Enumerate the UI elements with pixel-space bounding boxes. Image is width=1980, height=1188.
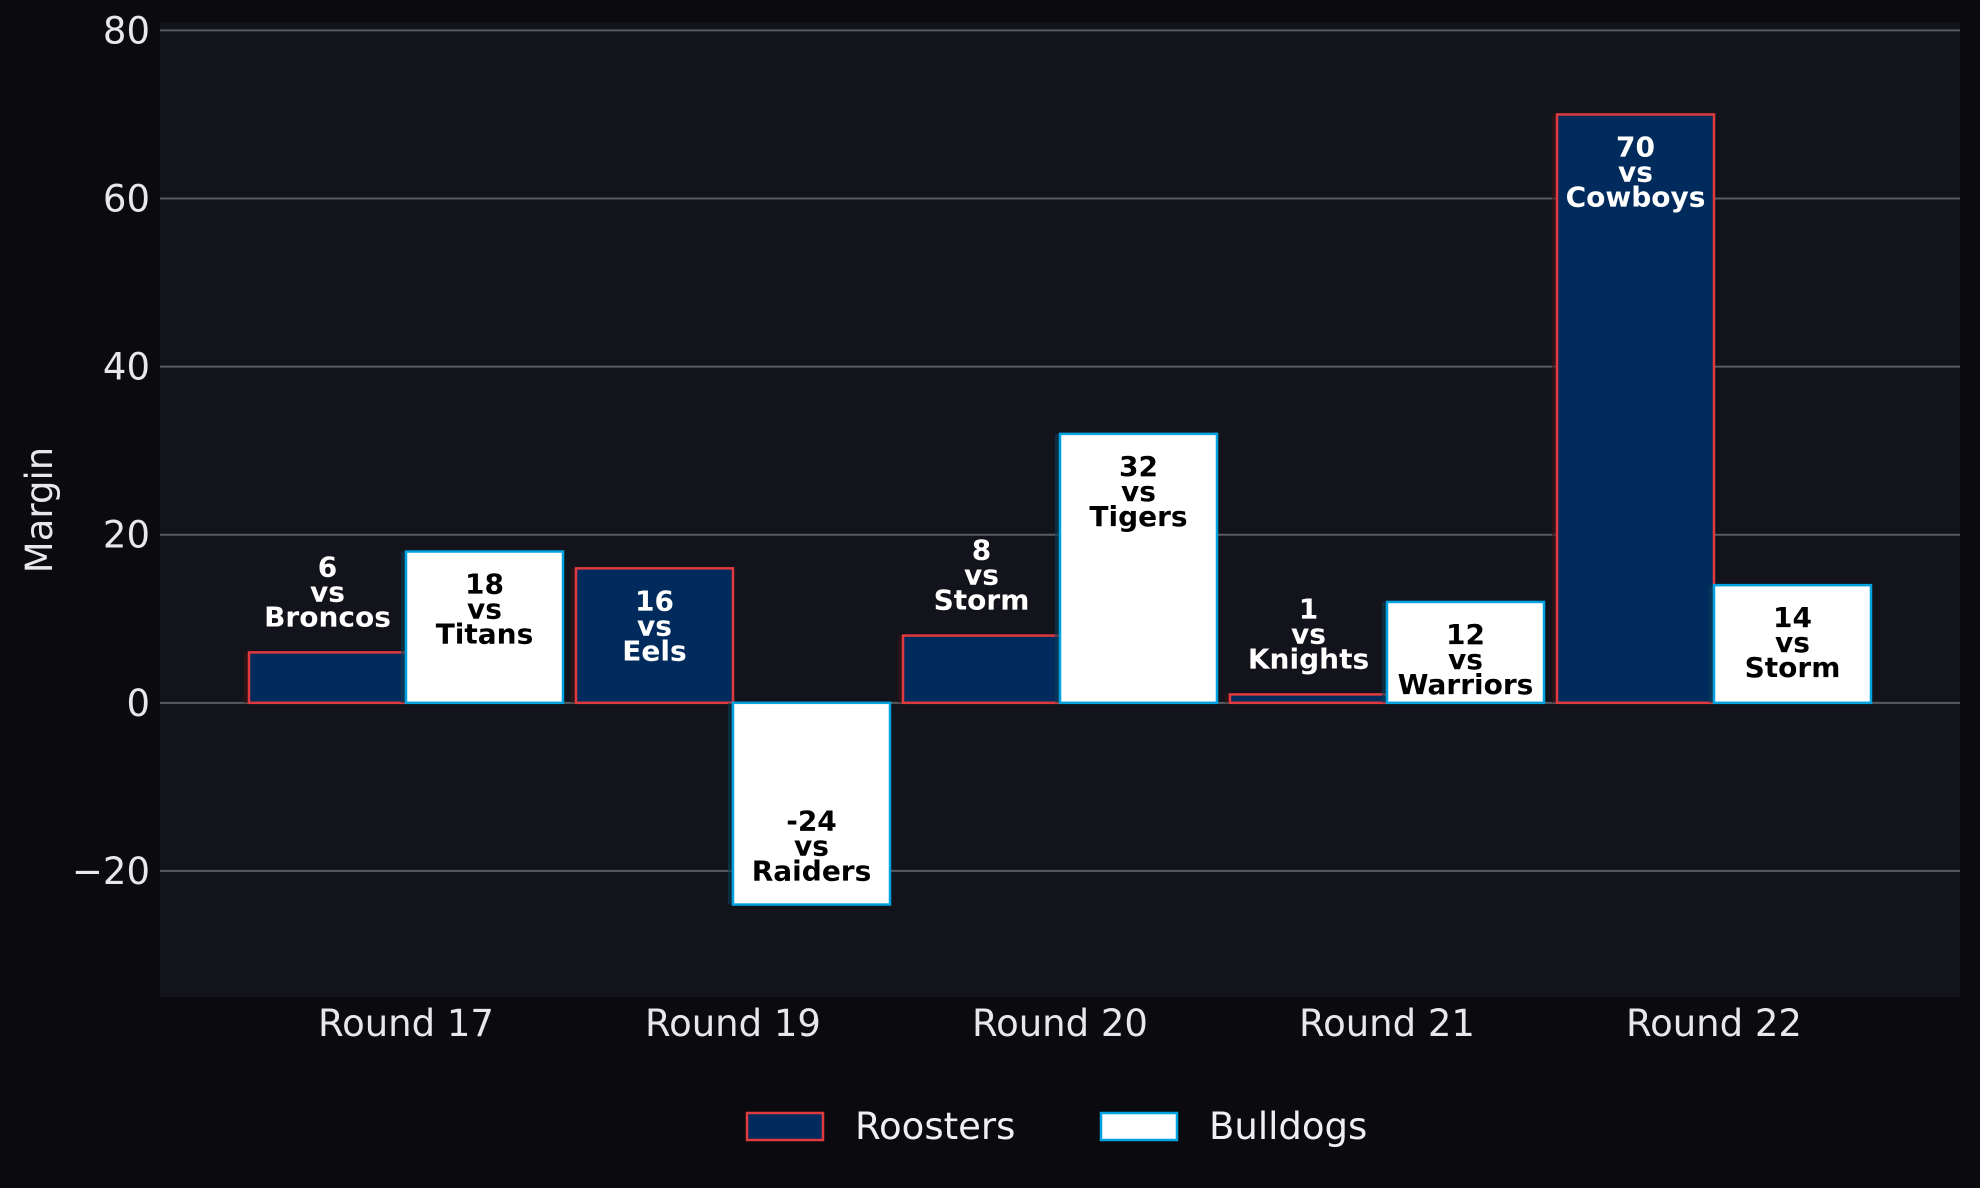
bar-data-label: Broncos: [264, 600, 391, 633]
bar-data-label: vs: [794, 830, 829, 863]
y-tick-label: 20: [103, 514, 150, 557]
bar-data-label: vs: [1775, 626, 1810, 659]
legend-label-roosters: Roosters: [855, 1105, 1015, 1148]
bar-data-label: Raiders: [752, 855, 872, 888]
bar-data-label: vs: [964, 559, 999, 592]
bar-data-label: Cowboys: [1566, 180, 1706, 213]
bar-data-label: Knights: [1248, 642, 1369, 675]
bar-data-label: 1: [1299, 592, 1318, 625]
bar-data-label: vs: [1121, 475, 1156, 508]
y-tick-label: 0: [126, 682, 150, 725]
bar-bulldogs: [1385, 600, 1546, 705]
bar-bulldogs: [731, 701, 892, 906]
bar-data-label: vs: [1618, 155, 1653, 188]
bar-data-label: 8: [972, 534, 991, 567]
x-axis-ticks: Round 17 Round 19 Round 20 Round 21 Round 22: [318, 1002, 1802, 1045]
bar-data-label: vs: [467, 593, 502, 626]
bar-data-label: Warriors: [1398, 668, 1534, 701]
legend-label-bulldogs: Bulldogs: [1209, 1105, 1367, 1148]
x-tick-label: Round 19: [645, 1002, 821, 1045]
bar-data-label: Eels: [622, 634, 686, 667]
bar-roosters: [1228, 693, 1389, 705]
y-tick-label: 60: [103, 178, 150, 221]
bar-roosters: [901, 634, 1062, 705]
bar-roosters: [1555, 113, 1716, 705]
bars: [244, 113, 1873, 906]
legend: Roosters Bulldogs: [745, 1105, 1367, 1148]
bar-bulldogs: [1058, 432, 1219, 705]
bar-data-label: vs: [1448, 643, 1483, 676]
bar-roosters: [574, 567, 735, 705]
bar-data-label: vs: [1291, 617, 1326, 650]
bar-data-label: Storm: [1745, 651, 1841, 684]
x-tick-label: Round 20: [972, 1002, 1148, 1045]
bar-data-label: -24: [786, 805, 837, 838]
legend-swatch-roosters: [745, 1111, 825, 1142]
bar-data-label: 12: [1446, 618, 1485, 651]
legend-swatch-bulldogs: [1099, 1111, 1179, 1142]
bar-data-label: vs: [310, 575, 345, 608]
y-tick-label: 40: [103, 346, 150, 389]
y-axis-ticks: −20 0 20 40 60 80: [72, 9, 150, 893]
bar-data-label: 16: [635, 584, 674, 617]
bar-data-label: 14: [1773, 601, 1812, 634]
bar-data-label: Storm: [934, 584, 1030, 617]
bar-labels: 6vsBroncos18vsTitans16vsEels-24vsRaiders…: [264, 130, 1840, 887]
bar-data-label: 6: [318, 550, 337, 583]
x-tick-label: Round 17: [318, 1002, 494, 1045]
bar-data-label: Titans: [436, 618, 534, 651]
bar-data-label: 70: [1616, 130, 1655, 163]
x-tick-label: Round 22: [1626, 1002, 1802, 1045]
y-tick-label: −20: [72, 850, 150, 893]
y-tick-label: 80: [103, 9, 150, 52]
bar-data-label: 18: [465, 568, 504, 601]
y-axis-label: Margin: [18, 447, 61, 573]
bar-bulldogs: [404, 550, 565, 705]
bar-roosters: [247, 651, 408, 705]
bar-data-label: vs: [637, 609, 672, 642]
bar-bulldogs: [1712, 583, 1873, 705]
bar-data-label: 32: [1119, 450, 1158, 483]
x-tick-label: Round 21: [1299, 1002, 1475, 1045]
bar-data-label: Tigers: [1089, 500, 1187, 533]
